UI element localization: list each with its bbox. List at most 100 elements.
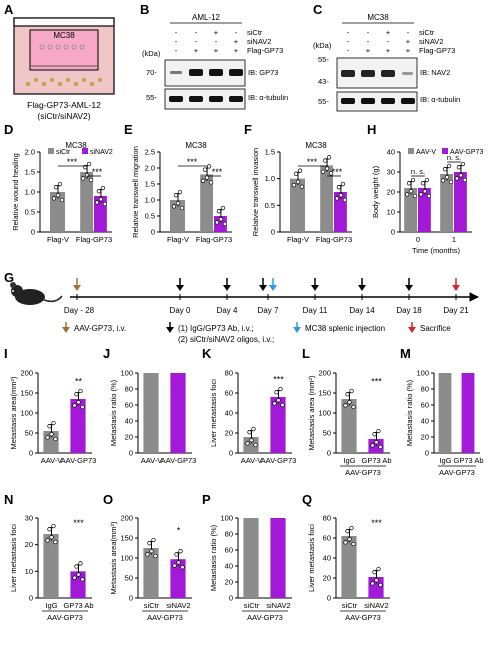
data-point [171,204,177,209]
significance-label: ** [75,377,83,387]
bar [290,178,305,232]
bar [243,437,259,453]
blot-b-mw-70: 70- [146,68,157,77]
bar [341,536,357,598]
data-point [276,398,281,403]
group-label: AAV-GP73 [147,613,183,622]
data-point [59,197,65,203]
bar [143,373,159,453]
chart-n: 0 10 20 30 Liver metastasis foci IgG GP73 Ab AA… [9,514,94,623]
y-tick-label: 0.5 [145,212,155,221]
data-point [80,577,85,582]
panel-letter-p: P [202,492,211,507]
data-point [426,193,432,199]
data-point [460,161,466,167]
bar [368,439,384,453]
data-point [374,440,379,445]
panel-letter-c: C [313,2,323,17]
y-tick-label: 2.0 [145,164,155,173]
data-point [172,563,177,568]
timeline-day-4: Day 4 [217,306,238,315]
data-point [74,392,79,397]
timeline-day-14: Day 14 [349,306,375,315]
x-tick-label: Flag-GP73 [316,235,352,244]
data-point [297,168,303,173]
y-tick-label: 0 [29,594,33,603]
x-tick-label: IgG [439,456,451,465]
y-tick-label: 40 [421,417,429,426]
blot-c-row-1-label: siNAV2 [419,37,443,46]
data-point [280,402,285,408]
y-tick-label: 80 [225,369,233,378]
y-tick-label: 50 [125,574,133,583]
blot-c-sign: + [386,46,391,55]
data-point [206,164,212,169]
data-point [216,209,222,214]
western-blot-b: AML-12 siCtr siNAV2 Flag-GP73 - - + - - … [142,13,288,110]
y-tick-label: 100 [416,369,429,378]
data-point [272,401,277,406]
x-tick-label: 0 [416,235,420,244]
data-point [328,171,334,176]
blot-c-sign: + [406,37,411,46]
data-point [49,432,54,437]
chart-title: MC38 [185,141,207,150]
blot-c-row-2-label: Flag-GP73 [419,46,455,55]
bar [270,518,286,598]
data-point [208,180,214,185]
x-tick-label: siNAV2 [364,601,388,610]
y-tick-label: 0 [327,594,331,603]
blot-b-ib-gp73: IB: GP73 [248,68,278,77]
data-point [173,193,179,198]
blot-b-row-2-label: Flag-GP73 [247,46,283,55]
data-point [98,197,104,202]
data-point [418,192,424,197]
data-point [342,197,348,203]
y-tick-label: 0 [129,449,133,458]
data-point [422,189,428,194]
y-tick-label: 150 [120,534,133,543]
significance-label: *** [307,157,318,167]
blot-b-row-0-label: siCtr [247,28,263,37]
data-point [345,392,350,397]
data-point [245,441,250,446]
data-point [247,430,252,435]
y-tick-label: 200 [120,514,133,523]
data-point [72,575,77,580]
significance-label: *** [212,167,223,177]
y-tick-label: 80 [323,514,331,523]
chart-title: MC38 [65,141,87,150]
timeline-legend-ab: (1) IgG/GP73 Ab, i.v.; [178,324,253,333]
bar [418,188,431,232]
y-tick-label: 50 [323,429,331,438]
blot-b-ib-tubulin: IB: α-tubulin [248,93,288,102]
data-point [218,217,224,222]
blot-c-mw-55a: 55- [318,55,329,64]
panel-letter-l: L [302,346,310,361]
y-tick-label: 1.0 [25,188,35,197]
blot-c-sign: + [406,46,411,55]
data-point [51,420,56,426]
panel-letter-m: M [400,346,411,361]
x-tick-label: AAV-V [41,456,63,465]
data-point [88,177,94,183]
data-point [458,173,464,178]
y-tick-label: 30 [25,514,33,523]
blot-c-sign: - [347,46,350,55]
bar [170,373,186,453]
data-point [53,436,58,442]
data-point [440,178,446,183]
timeline-day-0: Day 0 [170,306,191,315]
experiment-timeline: Day - 28 Day 0 Day 4 Day 7 Day 11 Day 14… [10,278,479,344]
blot-c-ib-tubulin: IB: α-tubulin [420,95,460,104]
data-point [462,177,468,183]
chart-h: 0 10 20 30 40 Body weight (g) 0 1 AAV-V AAV-GP73 T… [371,148,483,256]
y-axis-label: Metastasis ratio (%) [209,524,218,591]
y-tick-label: 0 [29,449,33,458]
y-tick-label: 150 [20,389,33,398]
x-tick-label: AAV-GP73 [61,456,97,465]
data-point [293,171,299,177]
y-tick-label: 100 [20,409,33,418]
